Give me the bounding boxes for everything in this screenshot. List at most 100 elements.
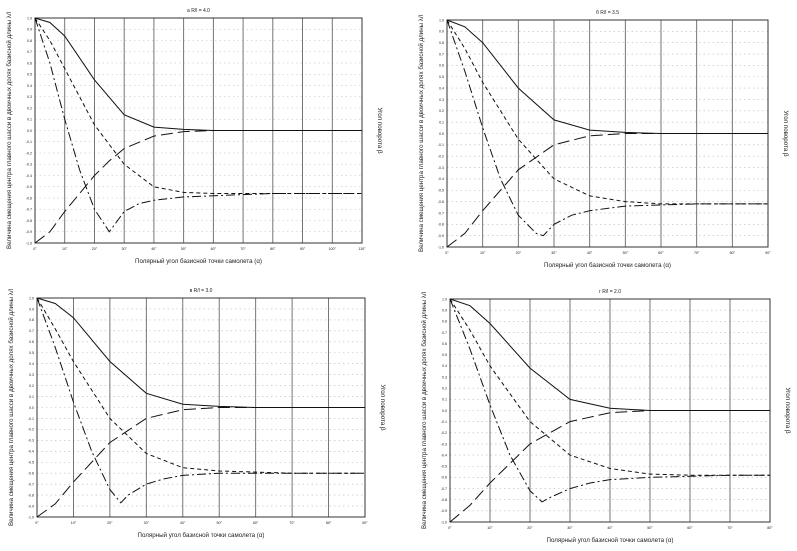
y-tick-label: 0.1 — [439, 120, 444, 124]
y-tick-label: -0.6 — [438, 200, 444, 204]
y2-axis-label: Угол поворота β — [376, 107, 383, 154]
x-tick-label: 40° — [180, 521, 186, 525]
y-tick-label: 0.7 — [442, 331, 447, 335]
y-tick-label: -0.7 — [441, 487, 447, 491]
x-tick-label: 40° — [151, 247, 157, 251]
series-line-short-dash — [36, 297, 365, 474]
y-tick-label: 0.9 — [439, 30, 444, 34]
series-line-long-dash — [36, 407, 365, 518]
series-line-solid — [446, 19, 768, 134]
y-tick-label: -0.5 — [28, 461, 34, 465]
y-tick-label: -0.8 — [441, 498, 447, 502]
y-tick-label: 0.5 — [442, 353, 447, 357]
y-tick-label: 0.6 — [27, 61, 32, 65]
series-line-dash-dot — [34, 17, 362, 233]
x-tick-label: 0° — [33, 247, 37, 251]
x-tick-label: 80° — [270, 247, 276, 251]
x-tick-label: 50° — [647, 526, 653, 530]
y-tick-label: -0.7 — [26, 208, 32, 212]
y-tick-label: -1.0 — [438, 245, 444, 249]
series-line-long-dash — [449, 410, 770, 523]
y-tick-label: -0.6 — [26, 196, 32, 200]
x-tick-label: 10° — [62, 247, 68, 251]
y-tick-label: 0.2 — [29, 384, 34, 388]
chart-panel-4: 1.0 0.9 0.8 0.7 0.6 0.5 0.4 0.3 0.2 0.1 0.0 -0.1 -0.… — [421, 289, 791, 544]
y-tick-label: 0.8 — [439, 41, 444, 45]
y-tick-label: -0.9 — [28, 504, 34, 508]
x-tick-label: 90° — [300, 247, 306, 251]
y-tick-label: 0.9 — [27, 28, 32, 32]
y-tick-label: 1.0 — [442, 297, 447, 301]
y-tick-label: -1.0 — [28, 515, 34, 519]
x-tick-label: 30° — [121, 247, 127, 251]
y-tick-label: 0.9 — [29, 307, 34, 311]
y-tick-label: -0.9 — [441, 509, 447, 513]
y-tick-label: 0.1 — [27, 118, 32, 122]
y-tick-label: 0.8 — [29, 318, 34, 322]
x-tick-label: 40° — [607, 526, 613, 530]
y-tick-label: -0.8 — [28, 493, 34, 497]
y-tick-label: 0.1 — [442, 398, 447, 402]
y-tick-label: 0.2 — [439, 109, 444, 113]
y-tick-label: -0.4 — [441, 453, 447, 457]
y-tick-label: -0.1 — [441, 420, 447, 424]
y-tick-label: -0.4 — [28, 450, 34, 454]
y-tick-label: 0.4 — [27, 84, 32, 88]
chart-panel-1: 1.0 0.9 0.8 0.7 0.6 0.5 0.4 0.3 0.2 0.1 0.0 -0.1 -0.… — [6, 8, 383, 265]
series-line-dash-dot — [446, 19, 768, 237]
y-tick-label: 0.2 — [27, 106, 32, 110]
x-tick-label: 70° — [289, 521, 295, 525]
x-tick-label: 80° — [326, 521, 332, 525]
y-tick-label: -0.3 — [438, 166, 444, 170]
x-tick-label: 80° — [767, 526, 773, 530]
x-tick-label: 60° — [253, 521, 259, 525]
y-tick-label: -0.1 — [28, 417, 34, 421]
chart-title: а R/l = 4.0 — [187, 8, 210, 14]
chart-title: г R/l = 2.0 — [599, 289, 621, 295]
y-tick-label: 1.0 — [439, 18, 444, 22]
y-tick-label: -0.5 — [26, 185, 32, 189]
x-tick-label: 30° — [551, 251, 557, 255]
series-line-long-dash — [34, 130, 362, 244]
y-tick-label: -0.3 — [26, 163, 32, 167]
x-tick-label: 90° — [362, 521, 368, 525]
y-tick-label: 0.5 — [29, 351, 34, 355]
y-tick-label: 0.4 — [29, 362, 34, 366]
x-tick-label: 80° — [730, 251, 736, 255]
y-tick-label: 0.6 — [29, 340, 34, 344]
x-tick-label: 60° — [658, 251, 664, 255]
series-line-short-dash — [449, 298, 770, 476]
y-tick-label: -0.1 — [26, 140, 32, 144]
x-tick-label: 10° — [487, 526, 493, 530]
y-tick-label: -0.9 — [438, 234, 444, 238]
y-tick-label: -0.5 — [438, 189, 444, 193]
y-tick-label: -0.6 — [28, 472, 34, 476]
y-tick-label: 0.0 — [442, 409, 447, 413]
x-tick-label: 50° — [181, 247, 187, 251]
y-tick-label: -0.2 — [26, 151, 32, 155]
y-tick-label: 0.7 — [29, 329, 34, 333]
y-tick-label: 0.0 — [29, 406, 34, 410]
chart-title: в R/l = 3.0 — [190, 288, 213, 294]
series-line-solid — [36, 297, 365, 408]
y-tick-label: -0.4 — [26, 174, 32, 178]
y-tick-label: 0.5 — [27, 73, 32, 77]
y-tick-label: 0.3 — [442, 375, 447, 379]
y2-axis-label: Угол поворота β — [379, 384, 386, 431]
x-axis-label: Полярный угол базисной точки самолета (α… — [135, 258, 262, 265]
y-axis-label: Величина смещения центра главного шасси … — [421, 292, 428, 529]
y-tick-label: -0.1 — [438, 143, 444, 147]
y-tick-label: -0.2 — [438, 155, 444, 159]
y-tick-label: 0.4 — [439, 86, 444, 90]
series-line-dash-dot — [36, 297, 365, 504]
y-tick-label: -0.6 — [441, 476, 447, 480]
x-tick-label: 110° — [358, 247, 366, 251]
y-tick-label: -0.3 — [441, 442, 447, 446]
x-tick-label: 40° — [587, 251, 593, 255]
series-line-dash-dot — [449, 298, 770, 503]
x-tick-label: 70° — [694, 251, 700, 255]
y-tick-label: 0.0 — [439, 132, 444, 136]
y-axis-label: Величина смещения центра главного шасси … — [8, 289, 15, 526]
y-tick-label: 0.1 — [29, 395, 34, 399]
